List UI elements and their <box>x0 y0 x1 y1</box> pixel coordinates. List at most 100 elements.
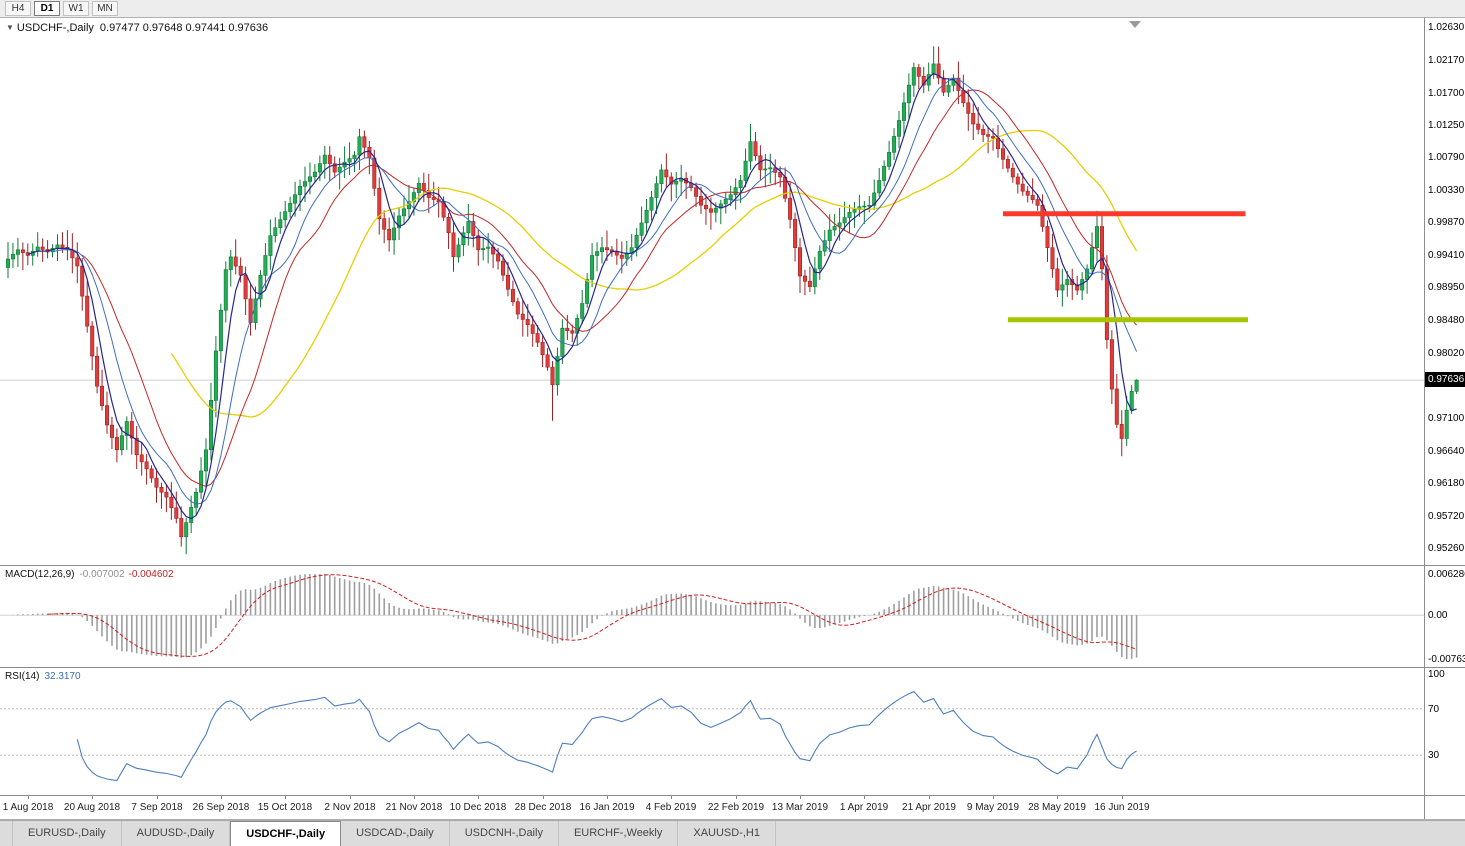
price-axis-label: 1.01250 <box>1428 120 1465 131</box>
macd-panel: MACD(12,26,9) -0.007002-0.004602 0.006286… <box>0 566 1465 668</box>
date-axis-label: 1 Apr 2019 <box>839 802 889 813</box>
macd-histogram <box>12 574 1138 659</box>
date-axis-label: 28 May 2019 <box>1028 802 1086 813</box>
date-axis-label: 15 Oct 2018 <box>257 802 313 813</box>
rsi-panel: RSI(14) 32.3170 100 70 30 <box>0 668 1465 796</box>
date-axis-label: 20 Aug 2018 <box>63 802 121 813</box>
tab-xauusd-h1[interactable]: XAUUSD-,H1 <box>678 821 776 846</box>
tab-usdcad-daily[interactable]: USDCAD-,Daily <box>341 821 450 846</box>
macd-label: MACD(12,26,9) -0.007002 -0.004602 <box>5 569 174 580</box>
macd-signal-line <box>47 574 1137 657</box>
price-axis-label: 1.01700 <box>1428 88 1465 99</box>
date-tick <box>1122 796 1123 799</box>
date-tick <box>864 796 865 799</box>
ma-line-5 <box>27 72 1137 520</box>
price-chart-canvas[interactable] <box>0 18 1424 565</box>
date-tick <box>929 796 930 799</box>
rsi-name: RSI(14) <box>5 671 40 682</box>
date-tick <box>92 796 93 799</box>
date-tick <box>28 796 29 799</box>
triangle-down-icon: ▼ <box>6 23 14 32</box>
chart-tab-bar: EURUSD-,Daily AUDUSD-,Daily USDCHF-,Daily U… <box>0 820 1465 846</box>
macd-canvas[interactable] <box>0 566 1424 667</box>
date-axis-label: 21 Nov 2018 <box>385 802 443 813</box>
date-tick <box>736 796 737 799</box>
price-axis-label: 1.00330 <box>1428 185 1465 196</box>
price-axis-label: 0.99870 <box>1428 217 1465 228</box>
date-tick <box>350 796 351 799</box>
ma-line-16 <box>81 89 1137 488</box>
timeframe-d1-button[interactable]: D1 <box>34 1 60 16</box>
price-axis-label: 0.96180 <box>1428 478 1465 489</box>
rsi-line <box>76 690 1137 782</box>
date-tick <box>671 796 672 799</box>
price-axis-label: 0.97100 <box>1428 413 1465 424</box>
date-axis-label: 9 May 2019 <box>966 802 1020 813</box>
date-tick <box>285 796 286 799</box>
timeframe-mn-button[interactable]: MN <box>92 1 118 16</box>
date-axis-label: 13 Mar 2019 <box>771 802 829 813</box>
timeframe-toolbar: H4 D1 W1 MN <box>0 0 1465 18</box>
macd-main-value: -0.007002 <box>79 569 125 580</box>
date-tick <box>157 796 158 799</box>
rsi-axis-label: 100 <box>1428 669 1445 680</box>
date-axis-corner <box>1424 796 1465 819</box>
tab-eurusd-daily[interactable]: EURUSD-,Daily <box>12 821 122 846</box>
price-axis-label: 0.95260 <box>1428 543 1465 554</box>
ma-line-34 <box>170 129 1138 418</box>
macd-name: MACD(12,26,9) <box>5 569 75 580</box>
price-axis-label: 1.02170 <box>1428 55 1465 66</box>
date-axis-label: 7 Sep 2018 <box>131 802 183 813</box>
rsi-canvas[interactable] <box>0 668 1424 795</box>
date-tick <box>543 796 544 799</box>
date-tick <box>478 796 479 799</box>
price-axis-label: 0.99410 <box>1428 250 1465 261</box>
candles-group <box>6 46 1139 555</box>
tab-usdcnh-daily[interactable]: USDCNH-,Daily <box>450 821 559 846</box>
date-axis-label: 2 Nov 2018 <box>324 802 376 813</box>
date-tick <box>221 796 222 799</box>
date-tick <box>414 796 415 799</box>
date-tick <box>800 796 801 799</box>
current-price-badge: 0.97636 <box>1425 372 1465 387</box>
date-axis-strip: 1 Aug 2018 20 Aug 2018 7 Sep 2018 26 Sep 20… <box>0 796 1465 820</box>
date-axis-label: 16 Jan 2019 <box>579 802 635 813</box>
tab-audusd-daily[interactable]: AUDUSD-,Daily <box>122 821 231 846</box>
timeframe-h4-button[interactable]: H4 <box>5 1 31 16</box>
timeframe-w1-button[interactable]: W1 <box>63 1 89 16</box>
chart-title: ▼ USDCHF-,Daily 0.97477 0.97648 0.97441 0.… <box>6 22 268 34</box>
date-axis-label: 21 Apr 2019 <box>902 802 956 813</box>
price-axis-label: 1.02630 <box>1428 22 1465 33</box>
tab-usdchf-daily[interactable]: USDCHF-,Daily <box>230 821 342 846</box>
price-axis-label: 0.96640 <box>1428 446 1465 457</box>
price-axis-label: 1.00790 <box>1428 152 1465 163</box>
date-axis-label: 1 Aug 2018 <box>2 802 54 813</box>
price-axis: 1.02630 1.02170 1.01700 1.01250 1.00790 1.003… <box>1424 18 1465 565</box>
date-tick <box>607 796 608 799</box>
macd-axis-label: -0.007635 <box>1428 654 1465 665</box>
date-axis-label: 26 Sep 2018 <box>192 802 250 813</box>
rsi-label: RSI(14) 32.3170 <box>5 671 81 682</box>
rsi-axis-label: 30 <box>1428 750 1440 761</box>
price-axis-label: 0.98950 <box>1428 282 1465 293</box>
date-axis-label: 4 Feb 2019 <box>645 802 697 813</box>
rsi-axis-label: 70 <box>1428 704 1440 715</box>
date-axis-label: 16 Jun 2019 <box>1094 802 1150 813</box>
date-axis-label: 10 Dec 2018 <box>449 802 507 813</box>
price-axis-label: 0.98020 <box>1428 348 1465 359</box>
macd-axis-label: 0.00 <box>1428 610 1448 621</box>
price-chart-panel: ▼ USDCHF-,Daily 0.97477 0.97648 0.97441 0.… <box>0 18 1465 566</box>
price-axis-label: 0.98480 <box>1428 315 1465 326</box>
macd-axis-label: 0.006286 <box>1428 569 1465 580</box>
macd-axis: 0.006286 0.00 -0.007635 <box>1424 566 1465 667</box>
chart-ohlc-values: 0.97477 0.97648 0.97441 0.97636 <box>99 22 269 34</box>
price-axis-label: 0.95720 <box>1428 511 1465 522</box>
macd-signal-value: -0.004602 <box>128 569 174 580</box>
rsi-axis: 100 70 30 <box>1424 668 1465 795</box>
rsi-value: 32.3170 <box>44 671 81 682</box>
chart-shift-marker <box>1129 21 1141 28</box>
tab-eurchf-weekly[interactable]: EURCHF-,Weekly <box>559 821 679 846</box>
date-axis-label: 28 Dec 2018 <box>514 802 572 813</box>
ma-line-10 <box>52 78 1138 505</box>
